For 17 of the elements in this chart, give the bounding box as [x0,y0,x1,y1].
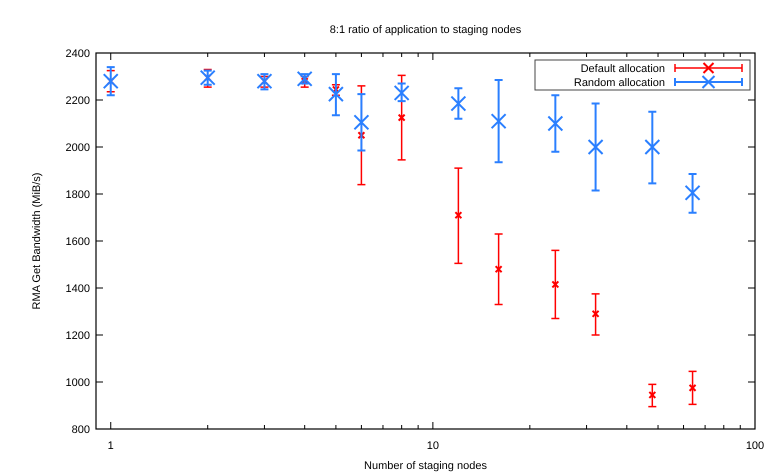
x-tick-label: 1 [108,440,114,452]
y-tick-label: 2200 [66,95,90,107]
y-tick-label: 1000 [66,377,90,389]
y-axis-title: RMA Get Bandwidth (MiB/s) [31,172,43,310]
y-tick-label: 1600 [66,236,90,248]
y-tick-label: 1200 [66,330,90,342]
x-axis-title: Number of staging nodes [364,460,488,472]
y-tick-label: 1400 [66,283,90,295]
y-tick-label: 1800 [66,189,90,201]
chart-title: 8:1 ratio of application to staging nodes [330,24,522,36]
legend-label: Default allocation [580,63,665,75]
legend-label: Random allocation [574,77,665,89]
x-tick-label: 10 [426,440,439,452]
y-tick-label: 2400 [66,48,90,60]
x-tick-label: 100 [746,440,764,452]
y-tick-label: 2000 [66,142,90,154]
y-tick-label: 800 [72,424,90,436]
